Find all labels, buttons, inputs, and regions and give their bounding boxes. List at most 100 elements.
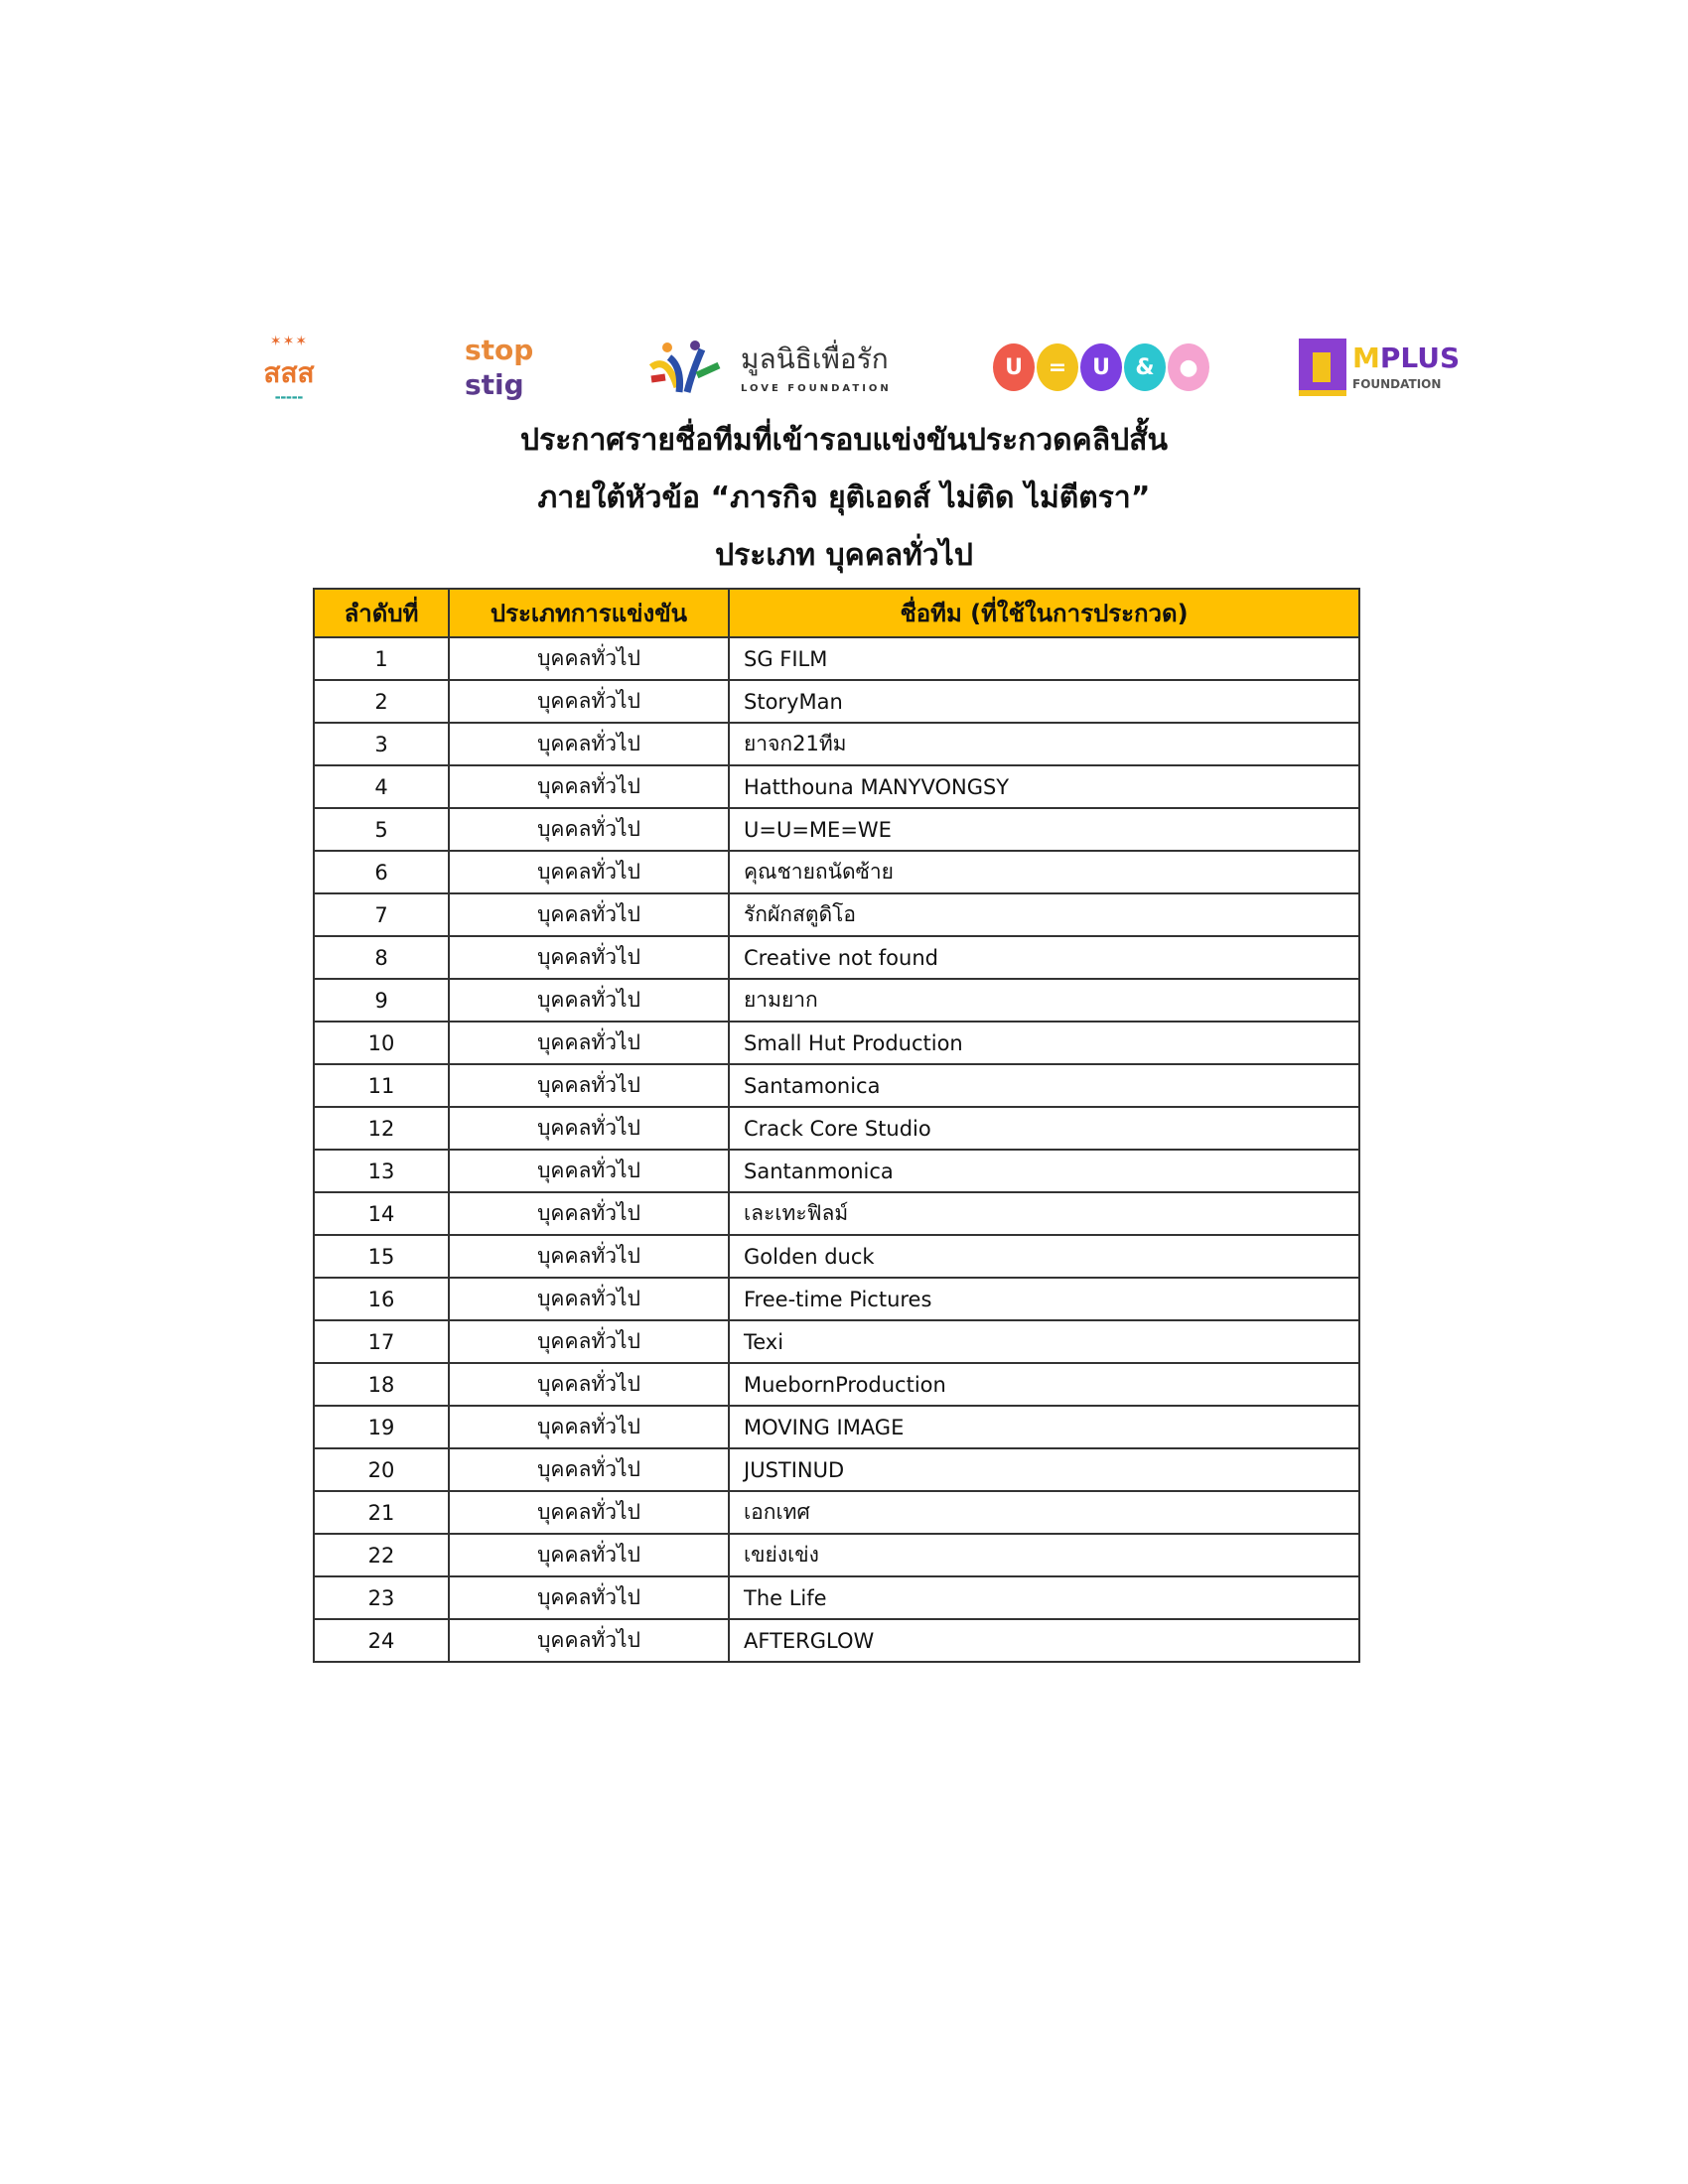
cell-team-name: Santanmonica [728, 1149, 1360, 1193]
table-row: 17 บุคคลทั่วไป Texi [313, 1319, 1360, 1364]
page-title: ประกาศรายชื่อทีมที่เข้ารอบแข่งขันประกวดค… [520, 423, 1168, 458]
table-row: 6 บุคคลทั่วไป คุณชายถนัดซ้าย [313, 850, 1360, 894]
cell-team-name: MuebornProduction [728, 1362, 1360, 1407]
table-row: 10 บุคคลทั่วไป Small Hut Production [313, 1021, 1360, 1065]
table-row: 14 บุคคลทั่วไป เละเทะฟิลม์ [313, 1191, 1360, 1236]
table-row: 2 บุคคลทั่วไป StoryMan [313, 679, 1360, 724]
cell-category: บุคคลทั่วไป [448, 1234, 730, 1279]
header-category: ประเภทการแข่งขัน [448, 588, 730, 638]
cell-team-name: Texi [728, 1319, 1360, 1364]
cell-order: 20 [313, 1447, 450, 1492]
cell-team-name: เขย่งเข่ง [728, 1533, 1360, 1577]
cell-order: 7 [313, 892, 450, 937]
cell-category: บุคคลทั่วไป [448, 892, 730, 937]
cell-order: 16 [313, 1277, 450, 1321]
cell-category: บุคคลทั่วไป [448, 722, 730, 766]
table-row: 23 บุคคลทั่วไป The Life [313, 1575, 1360, 1620]
cell-team-name: Creative not found [728, 935, 1360, 980]
mplus-logo: MPLUS FOUNDATION [1299, 320, 1460, 415]
cell-team-name: The Life [728, 1575, 1360, 1620]
table-row: 3 บุคคลทั่วไป ยาจก21ทีม [313, 722, 1360, 766]
mplus-mark-icon [1299, 339, 1346, 396]
cell-category: บุคคลทั่วไป [448, 1106, 730, 1151]
table-row: 15 บุคคลทั่วไป Golden duck [313, 1234, 1360, 1279]
table-header-row: ลำดับที่ ประเภทการแข่งขัน ชื่อทีม (ที่ใช… [313, 588, 1360, 638]
cell-order: 4 [313, 764, 450, 809]
cell-order: 6 [313, 850, 450, 894]
cell-order: 13 [313, 1149, 450, 1193]
table-row: 22 บุคคลทั่วไป เขย่งเข่ง [313, 1533, 1360, 1577]
cell-order: 12 [313, 1106, 450, 1151]
cell-category: บุคคลทั่วไป [448, 679, 730, 724]
cell-order: 2 [313, 679, 450, 724]
cell-order: 14 [313, 1191, 450, 1236]
page-subtitle: ภายใต้หัวข้อ “ภารกิจ ยุติเอดส์ ไม่ติด ไม… [537, 480, 1151, 515]
sponsor-logos: ✶✶✶ สสส ▬▬▬▬▬ stop stig มูลนิธิเพื่อรัก … [238, 320, 1470, 415]
cell-team-name: U=U=ME=WE [728, 807, 1360, 852]
cell-category: บุคคลทั่วไป [448, 1618, 730, 1663]
table-row: 9 บุคคลทั่วไป ยามยาก [313, 978, 1360, 1023]
love-foundation-logo: มูลนิธิเพื่อรัก LOVE FOUNDATION [647, 320, 892, 415]
header-order: ลำดับที่ [313, 588, 450, 638]
cell-category: บุคคลทั่วไป [448, 1575, 730, 1620]
cell-category: บุคคลทั่วไป [448, 1191, 730, 1236]
table-row: 16 บุคคลทั่วไป Free-time Pictures [313, 1277, 1360, 1321]
cell-order: 10 [313, 1021, 450, 1065]
stars-icon: ✶✶✶ [269, 334, 309, 350]
cell-team-name: ยามยาก [728, 978, 1360, 1023]
table-row: 12 บุคคลทั่วไป Crack Core Studio [313, 1106, 1360, 1151]
cell-team-name: StoryMan [728, 679, 1360, 724]
cell-order: 11 [313, 1063, 450, 1108]
table-row: 19 บุคคลทั่วไป MOVING IMAGE [313, 1405, 1360, 1449]
cell-order: 19 [313, 1405, 450, 1449]
cell-order: 15 [313, 1234, 450, 1279]
cell-team-name: AFTERGLOW [728, 1618, 1360, 1663]
person-icon: ● [1168, 343, 1209, 391]
stopstig-logo: stop stig [465, 334, 534, 401]
table-row: 11 บุคคลทั่วไป Santamonica [313, 1063, 1360, 1108]
cell-category: บุคคลทั่วไป [448, 1490, 730, 1535]
cell-team-name: คุณชายถนัดซ้าย [728, 850, 1360, 894]
cell-category: บุคคลทั่วไป [448, 636, 730, 681]
table-body: 1 บุคคลทั่วไป SG FILM 2 บุคคลทั่วไป StoryMan 3… [313, 636, 1360, 1663]
cell-category: บุคคลทั่วไป [448, 1405, 730, 1449]
cell-team-name: Santamonica [728, 1063, 1360, 1108]
cell-team-name: เอกเทศ [728, 1490, 1360, 1535]
cell-category: บุคคลทั่วไป [448, 1021, 730, 1065]
cell-order: 24 [313, 1618, 450, 1663]
table-row: 4 บุคคลทั่วไป Hatthouna MANYVONGSY [313, 764, 1360, 809]
cell-category: บุคคลทั่วไป [448, 935, 730, 980]
logo-underline: ▬▬▬▬▬ [274, 393, 304, 401]
cell-order: 3 [313, 722, 450, 766]
cell-category: บุคคลทั่วไป [448, 1319, 730, 1364]
cell-order: 18 [313, 1362, 450, 1407]
cell-category: บุคคลทั่วไป [448, 1362, 730, 1407]
cell-order: 17 [313, 1319, 450, 1364]
cell-order: 1 [313, 636, 450, 681]
cell-team-name: รักผักสตูดิโอ [728, 892, 1360, 937]
cell-team-name: Crack Core Studio [728, 1106, 1360, 1151]
table-row: 13 บุคคลทั่วไป Santanmonica [313, 1149, 1360, 1193]
cell-category: บุคคลทั่วไป [448, 1277, 730, 1321]
cell-category: บุคคลทั่วไป [448, 1063, 730, 1108]
header-team-name: ชื่อทีม (ที่ใช้ในการประกวด) [728, 588, 1360, 638]
u-equals-u-logo: U = U & ● [993, 320, 1209, 415]
love-foundation-mark-icon [648, 341, 721, 393]
cell-order: 5 [313, 807, 450, 852]
cell-category: บุคคลทั่วไป [448, 850, 730, 894]
table-row: 20 บุคคลทั่วไป JUSTINUD [313, 1447, 1360, 1492]
cell-order: 23 [313, 1575, 450, 1620]
table-row: 7 บุคคลทั่วไป รักผักสตูดิโอ [313, 892, 1360, 937]
cell-team-name: SG FILM [728, 636, 1360, 681]
cell-team-name: Hatthouna MANYVONGSY [728, 764, 1360, 809]
table-row: 24 บุคคลทั่วไป AFTERGLOW [313, 1618, 1360, 1663]
cell-team-name: เละเทะฟิลม์ [728, 1191, 1360, 1236]
table-row: 1 บุคคลทั่วไป SG FILM [313, 636, 1360, 681]
table-row: 8 บุคคลทั่วไป Creative not found [313, 935, 1360, 980]
results-table: ลำดับที่ ประเภทการแข่งขัน ชื่อทีม (ที่ใช… [313, 588, 1360, 1663]
cell-order: 9 [313, 978, 450, 1023]
cell-team-name: ยาจก21ทีม [728, 722, 1360, 766]
cell-category: บุคคลทั่วไป [448, 764, 730, 809]
table-row: 18 บุคคลทั่วไป MuebornProduction [313, 1362, 1360, 1407]
cell-team-name: Golden duck [728, 1234, 1360, 1279]
